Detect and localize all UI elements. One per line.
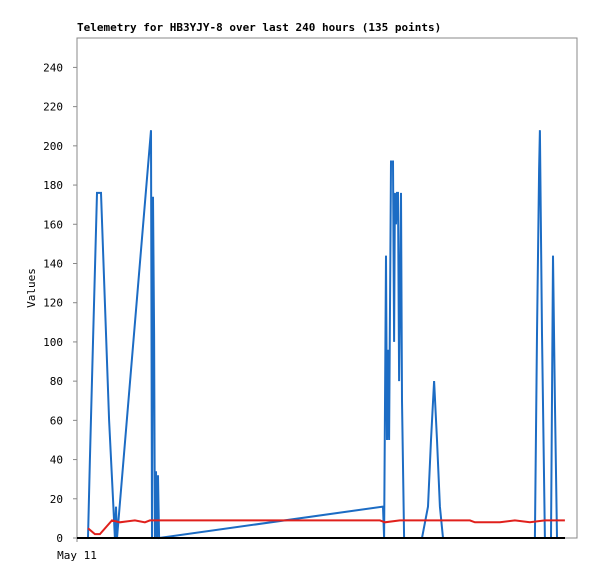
y-tick-label: 220 (43, 101, 63, 114)
data-line (87, 130, 558, 540)
plot-frame (76, 37, 578, 539)
data-line (87, 519, 565, 536)
x-tick-label: May 11 (57, 549, 97, 562)
y-tick-label: 0 (56, 532, 63, 545)
y-axis-label: Values (25, 268, 38, 308)
y-tick-label: 60 (50, 414, 63, 427)
y-tick-label: 120 (43, 297, 63, 310)
chart-title: Telemetry for HB3YJY-8 over last 240 hou… (77, 21, 441, 34)
y-tick-label: 200 (43, 140, 63, 153)
y-tick-label: 240 (43, 61, 63, 74)
y-tick-label: 160 (43, 218, 63, 231)
y-tick-label: 40 (50, 454, 63, 467)
y-tick-label: 80 (50, 375, 63, 388)
y-tick-label: 180 (43, 179, 63, 192)
y-tick-label: 20 (50, 493, 63, 506)
y-tick-label: 140 (43, 257, 63, 270)
y-tick-label: 100 (43, 336, 63, 349)
